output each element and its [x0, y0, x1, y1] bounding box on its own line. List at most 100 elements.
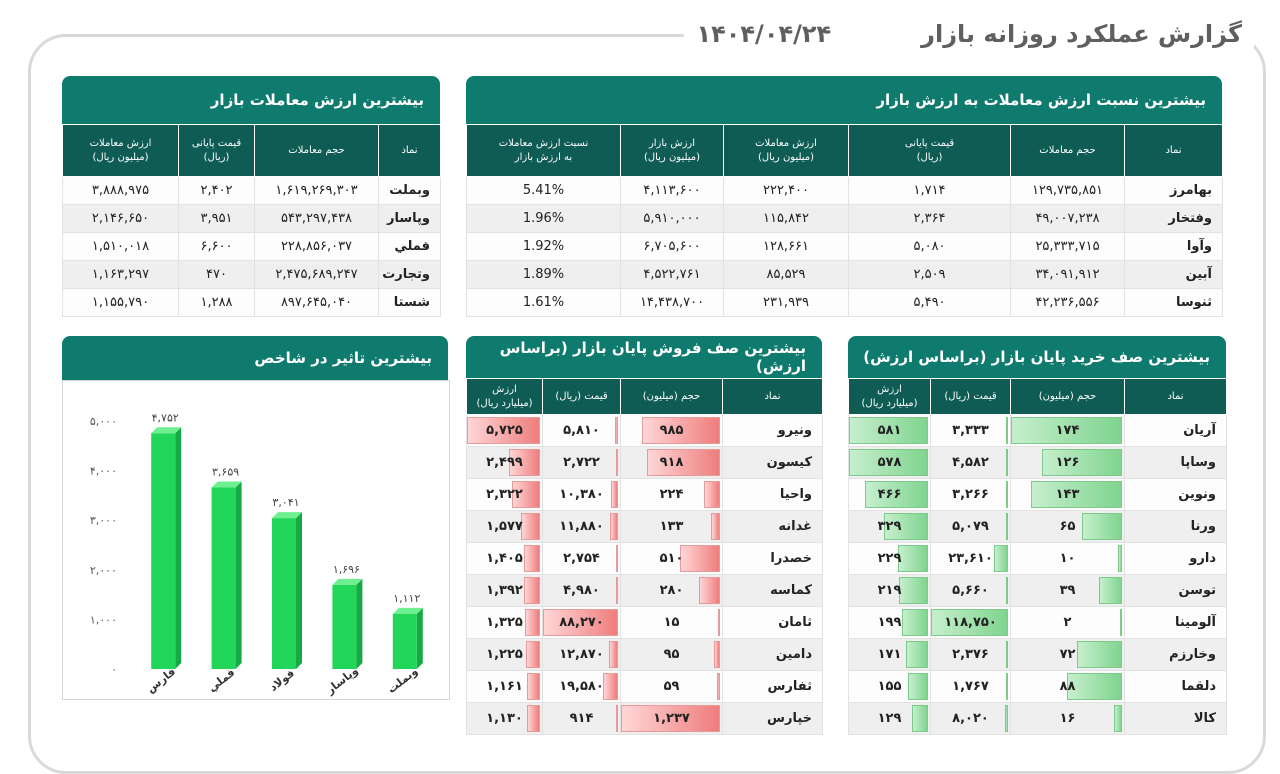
- value-cell: ۱۱۵,۸۴۲: [723, 204, 849, 233]
- bar-side: [175, 427, 182, 669]
- value-cell: ۴,۱۱۳,۶۰۰: [620, 176, 724, 205]
- value-cell: ۴۲,۲۳۶,۵۵۶: [1010, 288, 1125, 317]
- vol-fill-bar: [714, 641, 720, 668]
- bar-value-label: ۳,۶۵۹: [212, 466, 239, 479]
- vol-fill-bar: [621, 705, 720, 732]
- value-cell: ۱,۵۷۷: [466, 510, 543, 543]
- header-label: حجم (میلیون): [642, 390, 701, 402]
- bar-face: [272, 518, 296, 669]
- bar-face: [211, 487, 236, 669]
- vol-fill-bar: [1042, 449, 1122, 476]
- bar-top: [211, 481, 242, 488]
- impact-chart: ۰ ۱,۰۰۰ ۲,۰۰۰ ۳,۰۰۰ ۴,۰۰۰ ۵,۰۰۰ ۴,۷۵۲ فارس ۳,۶۵۹…: [62, 380, 450, 700]
- price-cell: ۹۱۴: [542, 702, 621, 735]
- symbol-cell: ثامان: [722, 606, 823, 639]
- header-label: حجم معاملات: [288, 144, 345, 156]
- vol-value: ۳۹: [1059, 583, 1076, 598]
- table-row: خپارس ۱,۲۳۷ ۹۱۴ ۱,۱۳۰: [466, 702, 823, 735]
- table-row: کیسون ۹۱۸ ۲,۷۲۲ ۲,۴۹۹: [466, 446, 823, 479]
- header-sublabel: (میلیون ریال): [92, 151, 149, 163]
- value-fill-bar: [849, 417, 928, 444]
- price-value: ۱۹,۵۸۰: [559, 679, 604, 694]
- value-fill-bar: [523, 545, 540, 572]
- price-value: ۴,۹۸۰: [563, 583, 600, 598]
- bar-side: [235, 481, 242, 669]
- price-cell: ۱۹,۵۸۰: [542, 670, 621, 703]
- price-fill-bar: [609, 513, 618, 540]
- sell-queue-panel: بیشترین صف فروش پایان بازار (براساس ارزش…: [466, 336, 823, 735]
- value-fill-bar: [509, 449, 540, 476]
- price-cell: ۱۱,۸۸۰: [542, 510, 621, 543]
- header-label: حجم معاملات: [1039, 144, 1096, 156]
- impact-chart-svg: ۰ ۱,۰۰۰ ۲,۰۰۰ ۳,۰۰۰ ۴,۰۰۰ ۵,۰۰۰ ۴,۷۵۲ فارس ۳,۶۵۹…: [90, 411, 423, 697]
- ratio-table: نماد حجم معاملات قیمت پایانی (ریال) ارزش معا…: [466, 124, 1223, 317]
- x-category-label: فولاد: [267, 667, 297, 694]
- table-row: دلقما ۸۸ ۱,۷۶۷ ۱۵۵: [848, 670, 1227, 703]
- vol-cell: ۶۵: [1010, 510, 1125, 543]
- symbol-cell: شستا: [378, 288, 441, 317]
- vol-value: ۸۸: [1059, 679, 1076, 694]
- vol-cell: ۲۲۴: [620, 478, 723, 511]
- symbol-cell: وفتخار: [1124, 204, 1223, 233]
- value-value: ۱۹۹: [877, 615, 902, 630]
- value-value: ۱۷۱: [877, 647, 902, 662]
- value-value: ۱,۱۶۱: [486, 679, 523, 694]
- value-value: ۵,۷۲۵: [486, 423, 523, 438]
- header-label: ارزش: [877, 383, 902, 395]
- header-sublabel: (میلیون ریال): [757, 151, 815, 163]
- price-cell: ۱۰,۳۸۰: [542, 478, 621, 511]
- symbol-cell: ثنوسا: [1124, 288, 1223, 317]
- symbol-cell: آریان: [1124, 414, 1227, 447]
- value-cell: ۲,۴۰۲: [178, 176, 255, 205]
- value-cell: ۲,۴۷۵,۶۸۹,۲۴۷: [254, 260, 379, 289]
- value-cell: ۶,۷۰۵,۶۰۰: [620, 232, 724, 261]
- value-cell: ۵۴۳,۲۹۷,۴۳۸: [254, 204, 379, 233]
- value_panel-header-3: ارزش معاملات (میلیون ریال): [62, 124, 179, 177]
- price-value: ۱,۷۶۷: [952, 679, 989, 694]
- price-cell: ۸,۰۲۰: [930, 702, 1011, 735]
- price-cell: ۵,۶۶۰: [930, 574, 1011, 607]
- report-date: ۱۴۰۴/۰۴/۲۴: [696, 20, 832, 48]
- sell_panel-header-1: حجم (میلیون): [620, 378, 723, 415]
- table-row: ثفارس ۵۹ ۱۹,۵۸۰ ۱,۱۶۱: [466, 670, 823, 703]
- price-cell: ۵,۰۷۹: [930, 510, 1011, 543]
- table-row: ثامان ۱۵ ۸۸,۲۷۰ ۱,۳۲۵: [466, 606, 823, 639]
- price-fill-bar: [543, 609, 618, 636]
- value-value: ۴۶۶: [877, 487, 902, 502]
- value-cell: 1.96%: [466, 204, 621, 233]
- price-value: ۱۲,۸۷۰: [559, 647, 604, 662]
- value-cell: ۵,۹۱۰,۰۰۰: [620, 204, 724, 233]
- value-cell: ۲,۵۰۹: [848, 260, 1011, 289]
- price-value: ۸۸,۲۷۰: [559, 615, 604, 630]
- value-cell: ۱,۱۳۰: [466, 702, 543, 735]
- vol-value: ۲: [1063, 615, 1072, 630]
- bar-3: [332, 578, 363, 669]
- symbol-cell: وآوا: [1124, 232, 1223, 261]
- price-cell: ۲,۷۵۴: [542, 542, 621, 575]
- vol-fill-bar: [1031, 481, 1122, 508]
- value-cell: ۴۹,۰۰۷,۲۳۸: [1010, 204, 1125, 233]
- price-value: ۳,۲۶۶: [952, 487, 989, 502]
- header-label: قیمت (ریال): [944, 390, 997, 402]
- symbol-cell: توسن: [1124, 574, 1227, 607]
- value-cell: ۵۸۱: [848, 414, 931, 447]
- value-value: ۲,۴۹۹: [486, 455, 523, 470]
- price-fill-bar: [614, 417, 618, 444]
- value-cell: ۱,۷۱۴: [848, 176, 1011, 205]
- ratio-panel-title: بیشترین نسبت ارزش معاملات به ارزش بازار: [466, 76, 1222, 124]
- value-cell: ۱۴,۴۳۸,۷۰۰: [620, 288, 724, 317]
- value-cell: ۵,۷۲۵: [466, 414, 543, 447]
- vol-cell: ۹۵: [620, 638, 723, 671]
- price-fill-bar: [1006, 673, 1008, 700]
- value-value: ۱,۳۲۵: [486, 615, 523, 630]
- symbol-cell: کماسه: [722, 574, 823, 607]
- table-row: خصدرا ۵۱۰ ۲,۷۵۴ ۱,۴۰۵: [466, 542, 823, 575]
- value-value: ۵۸۱: [877, 423, 902, 438]
- bar-top: [151, 427, 182, 434]
- symbol-cell: ونیرو: [722, 414, 823, 447]
- price-fill-bar: [994, 545, 1008, 572]
- vol-cell: ۱۷۴: [1010, 414, 1125, 447]
- value-fill-bar: [523, 577, 540, 604]
- vol-value: ۱۰: [1059, 551, 1076, 566]
- value-cell: ۳۴,۰۹۱,۹۱۲: [1010, 260, 1125, 289]
